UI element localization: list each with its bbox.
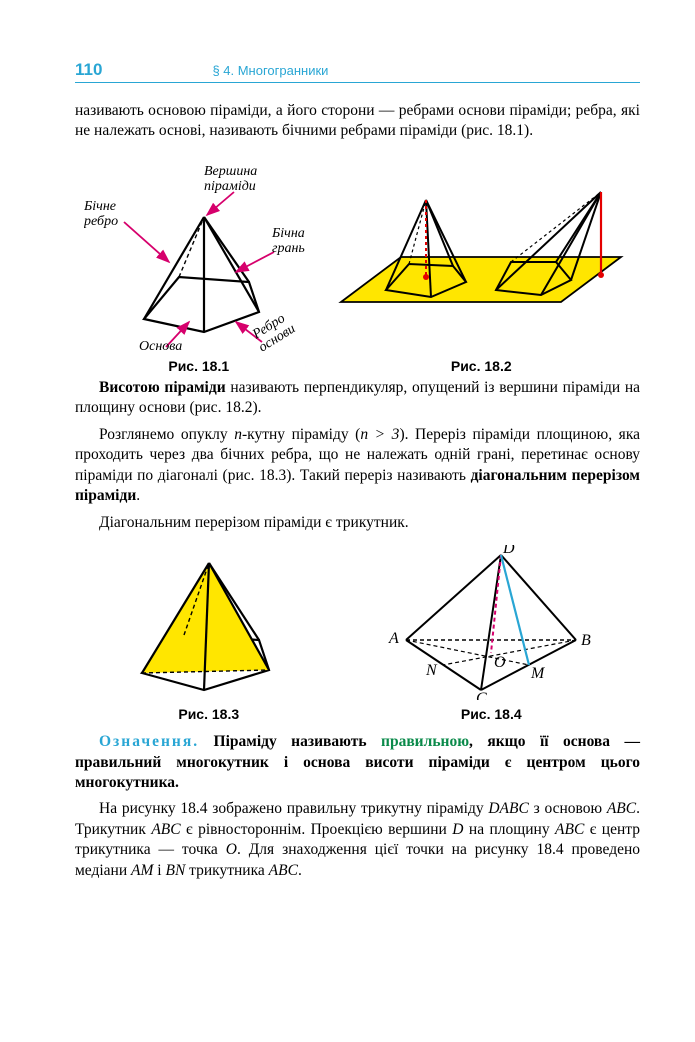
section-title: § 4. Многогранники — [212, 63, 328, 78]
p5b: DABC — [488, 800, 528, 817]
figure-18-4: D A B C N M O Рис. 18.4 — [381, 545, 601, 722]
fig-18-4-caption: Рис. 18.4 — [381, 706, 601, 722]
figure-row-1: Вершина піраміди Бічне ребро Бічна грань… — [75, 162, 640, 374]
label-lface2: грань — [272, 241, 305, 256]
def-b: Піраміду називають — [199, 733, 381, 750]
p5r: ABC — [269, 862, 298, 879]
p3d: n > 3 — [360, 426, 399, 443]
p5g: є рівностороннім. Проекцією вершини — [181, 821, 453, 838]
label-ledge2: ребро — [84, 214, 118, 229]
p5j: ABC — [555, 821, 584, 838]
page-number: 110 — [75, 60, 102, 80]
lbl-O: O — [494, 654, 506, 671]
def-c: правильною — [381, 733, 469, 750]
p5d: ABC — [607, 800, 636, 817]
paragraph-3: Розглянемо опуклу n-кутну піраміду (n > … — [75, 425, 640, 507]
paragraph-4: Діагональним перерізом піраміди є трикут… — [75, 513, 640, 533]
lbl-D: D — [502, 545, 515, 557]
p5o: і — [153, 862, 165, 879]
definition: Означення. Піраміду називають правильною… — [75, 732, 640, 793]
paragraph-1: називають основою піраміди, а його сторо… — [75, 101, 640, 142]
p5l: O — [226, 841, 237, 858]
p5s: . — [298, 862, 302, 879]
fig-18-2-caption: Рис. 18.2 — [331, 358, 631, 374]
lbl-N: N — [425, 662, 438, 679]
fig-18-4-svg: D A B C N M O — [381, 545, 601, 700]
label-ledge1: Бічне — [84, 199, 116, 214]
fig-18-2-svg — [331, 162, 631, 352]
p5q: трикутника — [185, 862, 268, 879]
label-apex1: Вершина — [204, 164, 257, 179]
paragraph-5: На рисунку 18.4 зображено правильну трик… — [75, 799, 640, 881]
lbl-M: M — [530, 665, 546, 682]
lbl-B: B — [581, 632, 591, 649]
page-header: 110 § 4. Многогранники — [75, 60, 640, 83]
p3a: Розглянемо опуклу — [99, 426, 234, 443]
fig-18-3-caption: Рис. 18.3 — [114, 706, 304, 722]
p3c: -кутну піраміду ( — [242, 426, 360, 443]
p5a: На рисунку 18.4 зображено правильну трик… — [99, 800, 488, 817]
page: 110 § 4. Многогранники називають основою… — [0, 0, 695, 1042]
p5i: на площину — [463, 821, 555, 838]
figure-18-1: Вершина піраміди Бічне ребро Бічна грань… — [84, 162, 314, 374]
figure-row-2: Рис. 18.3 D A — [75, 545, 640, 722]
def-label: Означення. — [99, 733, 199, 750]
label-apex2: піраміди — [204, 179, 256, 194]
fig-18-3-svg — [114, 545, 304, 700]
p3b: n — [234, 426, 242, 443]
label-lface1: Бічна — [271, 226, 305, 241]
lbl-A: A — [388, 630, 399, 647]
p5c: з основою — [529, 800, 607, 817]
p5f: ABC — [151, 821, 180, 838]
paragraph-2: Висотою піраміди називають перпендикуляр… — [75, 378, 640, 419]
p5p: BN — [165, 862, 185, 879]
fig-18-1-caption: Рис. 18.1 — [84, 358, 314, 374]
p5n: AM — [131, 862, 153, 879]
figure-18-3: Рис. 18.3 — [114, 545, 304, 722]
p3dot: . — [136, 487, 140, 504]
fig-18-1-svg: Вершина піраміди Бічне ребро Бічна грань… — [84, 162, 314, 352]
lbl-C: C — [476, 690, 487, 700]
label-base: Основа — [139, 339, 182, 352]
figure-18-2: Рис. 18.2 — [331, 162, 631, 374]
p2-bold: Висотою піраміди — [99, 379, 226, 396]
p5h: D — [452, 821, 463, 838]
